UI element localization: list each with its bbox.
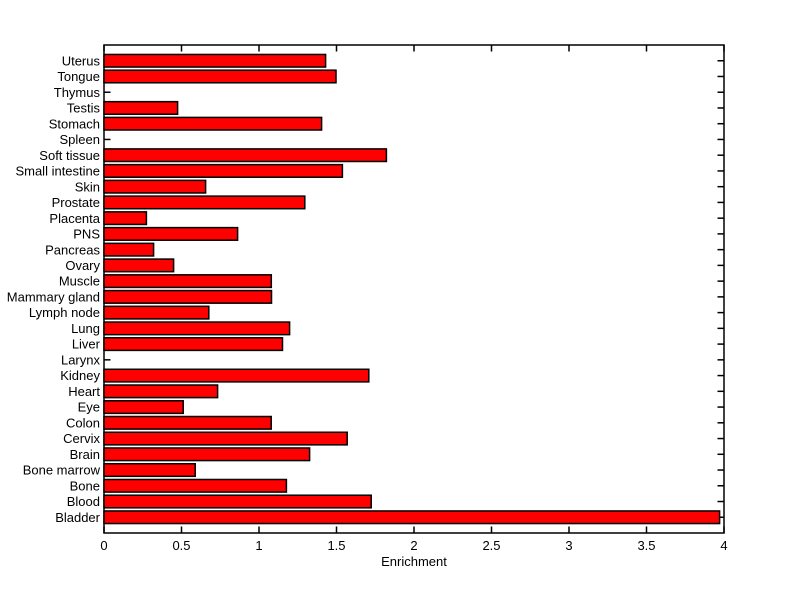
svg-text:2: 2: [410, 538, 417, 553]
svg-text:Blood: Blood: [67, 494, 100, 509]
svg-text:Soft tissue: Soft tissue: [39, 148, 100, 163]
svg-text:Lymph node: Lymph node: [29, 305, 100, 320]
svg-text:Bone marrow: Bone marrow: [23, 463, 101, 478]
svg-text:Tongue: Tongue: [57, 69, 100, 84]
svg-text:Kidney: Kidney: [60, 368, 100, 383]
svg-text:Brain: Brain: [70, 447, 100, 462]
svg-text:Uterus: Uterus: [62, 53, 101, 68]
svg-text:Eye: Eye: [78, 400, 100, 415]
svg-text:Cervix: Cervix: [63, 431, 100, 446]
svg-text:Stomach: Stomach: [49, 116, 100, 131]
svg-text:Placenta: Placenta: [49, 211, 100, 226]
svg-text:Muscle: Muscle: [59, 274, 100, 289]
svg-text:Heart: Heart: [68, 384, 100, 399]
svg-text:Mammary gland: Mammary gland: [7, 289, 100, 304]
svg-text:3: 3: [565, 538, 572, 553]
svg-text:Skin: Skin: [75, 179, 100, 194]
svg-text:Thymus: Thymus: [54, 85, 101, 100]
svg-text:Lung: Lung: [71, 321, 100, 336]
svg-text:Spleen: Spleen: [60, 132, 100, 147]
svg-text:Pancreas: Pancreas: [45, 242, 100, 257]
svg-text:0.5: 0.5: [172, 538, 190, 553]
svg-text:Larynx: Larynx: [61, 352, 101, 367]
svg-text:3.5: 3.5: [637, 538, 655, 553]
svg-text:Enrichment: Enrichment: [381, 554, 447, 569]
svg-text:Bladder: Bladder: [55, 510, 100, 525]
svg-text:1.5: 1.5: [327, 538, 345, 553]
svg-text:0: 0: [100, 538, 107, 553]
svg-text:PNS: PNS: [73, 227, 100, 242]
svg-text:Liver: Liver: [72, 337, 101, 352]
svg-text:Testis: Testis: [67, 101, 101, 116]
svg-text:4: 4: [720, 538, 727, 553]
svg-text:Prostate: Prostate: [52, 195, 100, 210]
svg-text:Colon: Colon: [66, 415, 100, 430]
svg-text:1: 1: [255, 538, 262, 553]
svg-text:Small intestine: Small intestine: [15, 164, 100, 179]
svg-text:Bone: Bone: [70, 478, 100, 493]
svg-text:Ovary: Ovary: [65, 258, 100, 273]
svg-text:2.5: 2.5: [482, 538, 500, 553]
